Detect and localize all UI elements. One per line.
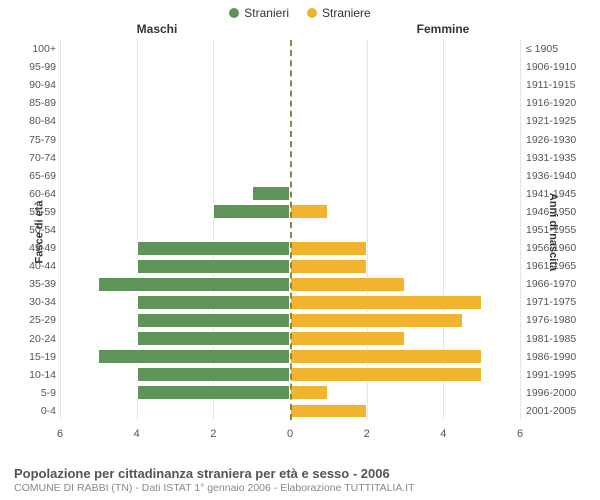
age-label: 85-89: [14, 97, 60, 109]
legend-item-male: Stranieri: [229, 6, 289, 20]
birth-year-label: 1956-1960: [522, 242, 586, 254]
birth-year-label: 1916-1920: [522, 97, 586, 109]
bar-male: [137, 313, 290, 328]
legend-item-female: Straniere: [307, 6, 371, 20]
birth-year-label: 1971-1975: [522, 296, 586, 308]
bar-female: [290, 277, 405, 292]
age-label: 80-84: [14, 115, 60, 127]
bar-male: [137, 385, 290, 400]
age-label: 65-69: [14, 170, 60, 182]
age-label: 90-94: [14, 79, 60, 91]
birth-year-label: 1996-2000: [522, 387, 586, 399]
age-label: 5-9: [14, 387, 60, 399]
bar-female: [290, 385, 328, 400]
birth-year-label: 1926-1930: [522, 134, 586, 146]
bar-male: [98, 349, 290, 364]
birth-year-label: 1991-1995: [522, 369, 586, 381]
bar-male: [137, 259, 290, 274]
plot-area: [60, 40, 520, 420]
legend-dot-female: [307, 8, 317, 18]
column-header-female: Femmine: [417, 22, 470, 36]
birth-year-label: 1921-1925: [522, 115, 586, 127]
birth-year-label: 1986-1990: [522, 351, 586, 363]
bar-female: [290, 259, 367, 274]
x-tick-label: 2: [210, 428, 216, 440]
birth-year-label: 1981-1985: [522, 333, 586, 345]
age-label: 100+: [14, 43, 60, 55]
age-label: 30-34: [14, 296, 60, 308]
legend-label-male: Stranieri: [244, 6, 289, 20]
birth-year-label: 1911-1915: [522, 79, 586, 91]
birth-year-label: 1941-1945: [522, 188, 586, 200]
bar-female: [290, 367, 482, 382]
gridline: [520, 40, 521, 420]
bar-female: [290, 241, 367, 256]
age-label: 55-59: [14, 206, 60, 218]
bar-male: [213, 204, 290, 219]
legend-dot-male: [229, 8, 239, 18]
x-tick-label: 6: [517, 428, 523, 440]
gridline: [60, 40, 61, 420]
x-tick-label: 6: [57, 428, 63, 440]
age-label: 45-49: [14, 242, 60, 254]
bar-male: [137, 295, 290, 310]
bar-female: [290, 313, 463, 328]
age-label: 40-44: [14, 260, 60, 272]
age-label: 20-24: [14, 333, 60, 345]
bar-male: [137, 331, 290, 346]
birth-year-label: 2001-2005: [522, 405, 586, 417]
pyramid-chart: Maschi Femmine Fasce di età Anni di nasc…: [14, 22, 586, 442]
x-tick-label: 2: [364, 428, 370, 440]
age-label: 10-14: [14, 369, 60, 381]
birth-year-label: 1906-1910: [522, 61, 586, 73]
bar-male: [98, 277, 290, 292]
legend-label-female: Straniere: [322, 6, 371, 20]
center-axis: [290, 40, 292, 420]
legend: Stranieri Straniere: [0, 0, 600, 20]
caption-subtitle: COMUNE DI RABBI (TN) - Dati ISTAT 1° gen…: [14, 482, 415, 494]
bar-female: [290, 349, 482, 364]
age-label: 0-4: [14, 405, 60, 417]
bar-male: [137, 367, 290, 382]
age-label: 15-19: [14, 351, 60, 363]
column-header-male: Maschi: [137, 22, 178, 36]
birth-year-label: 1946-1950: [522, 206, 586, 218]
birth-year-label: 1936-1940: [522, 170, 586, 182]
bar-male: [252, 186, 290, 201]
age-label: 35-39: [14, 278, 60, 290]
birth-year-label: ≤ 1905: [522, 43, 586, 55]
age-label: 50-54: [14, 224, 60, 236]
age-label: 70-74: [14, 152, 60, 164]
bar-female: [290, 295, 482, 310]
age-label: 25-29: [14, 314, 60, 326]
birth-year-label: 1931-1935: [522, 152, 586, 164]
bar-female: [290, 331, 405, 346]
age-label: 60-64: [14, 188, 60, 200]
x-tick-label: 4: [440, 428, 446, 440]
bar-female: [290, 204, 328, 219]
birth-year-label: 1951-1955: [522, 224, 586, 236]
chart-caption: Popolazione per cittadinanza straniera p…: [14, 466, 415, 494]
x-tick-label: 4: [134, 428, 140, 440]
birth-year-label: 1976-1980: [522, 314, 586, 326]
age-label: 75-79: [14, 134, 60, 146]
age-label: 95-99: [14, 61, 60, 73]
birth-year-label: 1961-1965: [522, 260, 586, 272]
x-tick-label: 0: [287, 428, 293, 440]
bar-female: [290, 404, 367, 419]
bar-male: [137, 241, 290, 256]
birth-year-label: 1966-1970: [522, 278, 586, 290]
caption-title: Popolazione per cittadinanza straniera p…: [14, 466, 415, 481]
